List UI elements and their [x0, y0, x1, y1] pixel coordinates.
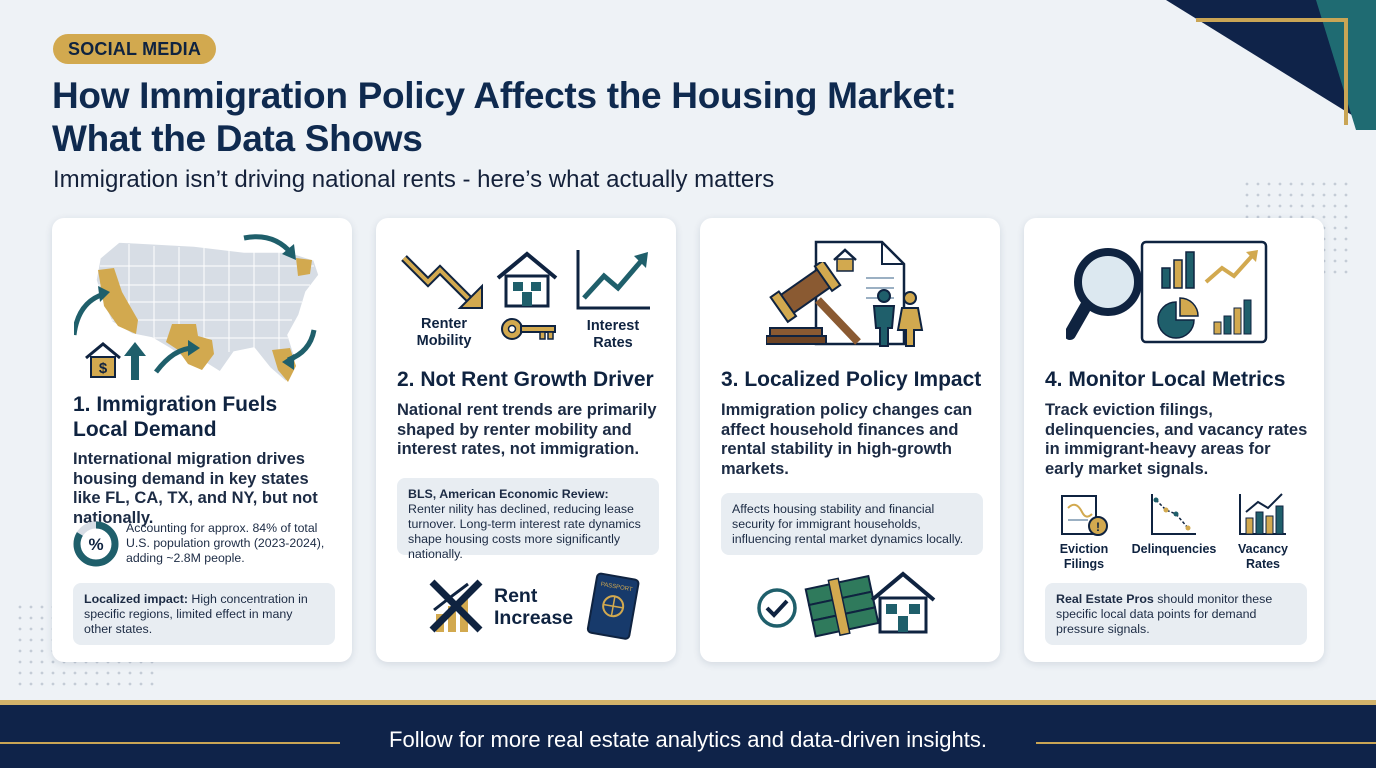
- card-1-note: Localized impact: High concentration in …: [73, 583, 335, 645]
- passport-icon: PASSPORT: [586, 572, 640, 640]
- checkmark-icon: [757, 588, 797, 628]
- corner-decoration: [1166, 0, 1376, 130]
- card-3-note: Affects housing stability and financial …: [721, 493, 983, 555]
- footer-divider-right: [1036, 742, 1376, 744]
- up-arrow-icon: [124, 342, 146, 380]
- card-3-note-text: Affects housing stability and financial …: [732, 502, 964, 546]
- footer-text: Follow for more real estate analytics an…: [389, 727, 987, 752]
- card-local-metrics: 4. Monitor Local Metrics Track eviction …: [1024, 218, 1324, 662]
- card-1-title: 1. Immigration Fuels Local Demand: [73, 392, 277, 442]
- title-line-2: What the Data Shows: [52, 118, 423, 159]
- delinquency-chart-icon: [1151, 494, 1196, 535]
- eviction-filings-label: Eviction Filings: [1059, 542, 1109, 571]
- percent-donut-icon: %: [73, 521, 119, 567]
- svg-text:%: %: [88, 535, 103, 554]
- renter-mobility-label: Renter Mobility: [416, 316, 472, 349]
- card-4-note-bold: Real Estate Pros: [1056, 592, 1154, 606]
- card-1-note-bold: Localized impact:: [84, 592, 188, 606]
- card-2-note-bold: BLS, American Economic Review:: [408, 487, 609, 501]
- no-rent-increase-icon: [429, 579, 483, 633]
- delinquencies-label: Delinquencies: [1131, 542, 1217, 556]
- card-1-note-text: High concentration in specific regions, …: [84, 592, 308, 636]
- card-2-title: 2. Not Rent Growth Driver: [397, 368, 654, 391]
- card-4-body: Track eviction filings, delinquencies, a…: [1045, 401, 1308, 478]
- passport-text: PASSPORT: [600, 582, 633, 594]
- us-map-icon: [74, 234, 320, 384]
- card-4-note-text: should monitor these specific local data…: [1056, 592, 1273, 636]
- card-3-title: 3. Localized Policy Impact: [721, 368, 982, 391]
- title-line-1: How Immigration Policy Affects the Housi…: [52, 75, 957, 116]
- card-2-note-text: Renter nility has declined, reducing lea…: [408, 502, 641, 561]
- vacancy-rates-label: Vacancy Rates: [1237, 542, 1289, 571]
- rent-label: Rent: [494, 585, 538, 607]
- house-icon-2: [870, 571, 936, 634]
- card-immigration-demand: $ 1. Immigration Fuels Local Demand Inte…: [52, 218, 352, 662]
- house-icon: [496, 251, 558, 308]
- rent-increase-label: Rent Increase: [494, 585, 573, 629]
- family-icon: [872, 289, 924, 347]
- card-1-title-line-2: Local Demand: [73, 418, 217, 441]
- page-title: How Immigration Policy Affects the Housi…: [52, 74, 1052, 160]
- increase-label: Increase: [494, 607, 574, 629]
- eviction-document-icon: !: [1061, 495, 1108, 536]
- trend-down-arrow-icon: [401, 255, 483, 309]
- svg-text:$: $: [99, 360, 108, 377]
- card-2-note: BLS, American Economic Review: Renter ni…: [397, 478, 659, 561]
- trend-up-chart-icon: [576, 250, 650, 310]
- gavel-icon: [766, 262, 861, 345]
- footer-banner: Follow for more real estate analytics an…: [0, 700, 1376, 768]
- card-1-title-line-1: 1. Immigration Fuels: [73, 393, 278, 416]
- card-policy-impact: 3. Localized Policy Impact Immigration p…: [700, 218, 1000, 662]
- house-dollar-icon: $: [85, 342, 121, 378]
- card-4-title: 4. Monitor Local Metrics: [1045, 368, 1286, 391]
- key-icon: [501, 318, 556, 340]
- card-rent-growth-driver: Renter Mobility Interest Rates 2. Not Re…: [376, 218, 676, 662]
- card-4-note: Real Estate Pros should monitor these sp…: [1045, 583, 1307, 645]
- category-badge: SOCIAL MEDIA: [53, 34, 217, 64]
- analytics-dashboard-icon: [1066, 240, 1268, 344]
- page-subtitle: Immigration isn’t driving national rents…: [53, 166, 775, 193]
- footer-divider-left: [0, 742, 340, 744]
- card-1-body: International migration drives housing d…: [73, 450, 318, 527]
- cash-stack-icon: [804, 574, 880, 638]
- svg-text:!: !: [1096, 520, 1100, 534]
- vacancy-chart-icon: [1239, 493, 1286, 535]
- interest-rates-label: Interest Rates: [586, 318, 640, 351]
- card-3-body: Immigration policy changes can affect ho…: [721, 401, 973, 478]
- card-2-body: National rent trends are primarily shape…: [397, 401, 657, 458]
- card-1-stat: Accounting for approx. 84% of total U.S.…: [126, 521, 325, 565]
